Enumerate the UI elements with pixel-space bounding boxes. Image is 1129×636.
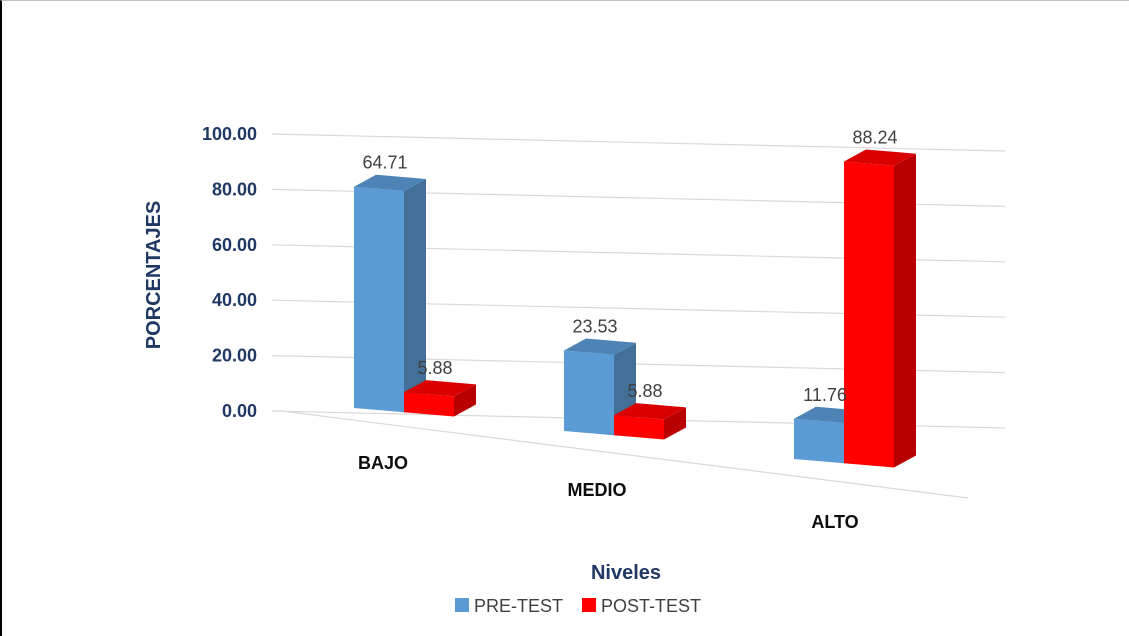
bar-front: [794, 418, 844, 464]
data-label: 5.88: [627, 381, 662, 401]
y-tick-label: 80.00: [212, 179, 257, 199]
bar-front: [844, 161, 894, 468]
y-tick-label: 20.00: [212, 346, 257, 366]
bar-front: [354, 186, 404, 413]
bar-side: [404, 178, 426, 413]
x-category-label: BAJO: [358, 453, 408, 473]
y-tick-label: 0.00: [222, 401, 257, 421]
legend-label-pre-test: PRE-TEST: [474, 596, 563, 616]
bar-post-test-medio: [614, 403, 686, 440]
legend-swatch-pre-test: [455, 598, 469, 612]
x-category-label: MEDIO: [567, 480, 626, 500]
legend: PRE-TEST POST-TEST: [455, 596, 701, 616]
legend-swatch-post-test: [582, 598, 596, 612]
y-axis-ticks: 0.00 20.00 40.00 60.00 80.00 100.00: [202, 124, 257, 421]
bar-side: [664, 407, 686, 440]
gridline: [271, 133, 1006, 152]
y-tick-label: 40.00: [212, 290, 257, 310]
data-label: 23.53: [572, 317, 617, 337]
bar-top: [564, 338, 636, 355]
bar-post-test-alto: [844, 149, 916, 468]
bar-front: [564, 350, 614, 436]
bars: [354, 149, 916, 468]
data-label: 5.88: [417, 358, 452, 378]
bar-top: [844, 149, 916, 166]
y-tick-label: 60.00: [212, 235, 257, 255]
bar-top: [354, 174, 426, 191]
legend-label-post-test: POST-TEST: [601, 596, 701, 616]
bar-side: [894, 153, 916, 468]
x-category-label: ALTO: [811, 512, 858, 532]
bar-top: [404, 380, 476, 397]
bar-front: [404, 392, 454, 417]
bar-side: [454, 384, 476, 417]
bar-top: [614, 403, 686, 420]
x-axis-title: Niveles: [591, 562, 661, 584]
data-labels: 64.71 5.88 23.53 5.88 11.76 88.24: [362, 127, 897, 404]
bar-front: [614, 415, 664, 440]
data-label: 11.76: [803, 385, 847, 405]
bar-pre-test-bajo: [354, 174, 426, 413]
x-axis-categories: BAJO MEDIO ALTO: [358, 453, 859, 532]
data-label: 64.71: [362, 153, 407, 173]
y-axis-title: PORCENTAJES: [143, 201, 165, 350]
bar-post-test-bajo: [404, 380, 476, 417]
y-tick-label: 100.00: [202, 124, 257, 144]
data-label: 88.24: [852, 127, 897, 147]
floor-front-edge: [281, 410, 969, 499]
